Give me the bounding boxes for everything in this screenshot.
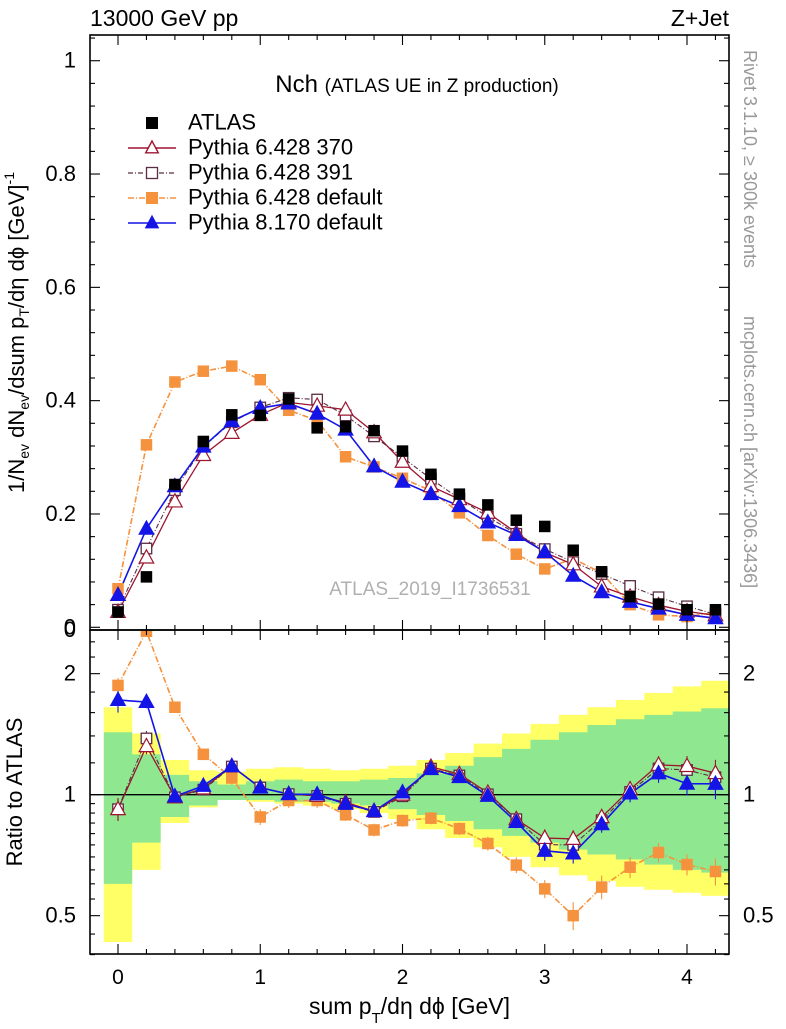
svg-text:Rivet 3.1.10, ≥ 300k events: Rivet 3.1.10, ≥ 300k events xyxy=(740,50,760,268)
svg-text:13000 GeV pp: 13000 GeV pp xyxy=(90,5,238,31)
svg-text:1: 1 xyxy=(64,48,76,73)
svg-text:0.4: 0.4 xyxy=(45,388,76,413)
svg-text:2: 2 xyxy=(397,966,409,989)
svg-text:ATLAS: ATLAS xyxy=(188,110,256,135)
svg-text:1: 1 xyxy=(743,782,755,807)
svg-text:Nch (ATLAS UE in Z production): Nch (ATLAS UE in Z production) xyxy=(275,71,558,98)
svg-text:Pythia 8.170 default: Pythia 8.170 default xyxy=(188,210,382,235)
svg-text:Ratio to ATLAS: Ratio to ATLAS xyxy=(2,718,27,867)
svg-text:1: 1 xyxy=(64,782,76,807)
svg-text:2: 2 xyxy=(64,661,76,686)
svg-text:0.2: 0.2 xyxy=(45,501,76,526)
svg-text:0.8: 0.8 xyxy=(45,161,76,186)
svg-text:3: 3 xyxy=(539,966,551,989)
svg-text:2: 2 xyxy=(743,661,755,686)
svg-text:0: 0 xyxy=(64,617,76,642)
svg-text:0.6: 0.6 xyxy=(45,274,76,299)
svg-text:0.5: 0.5 xyxy=(743,903,774,928)
svg-text:mcplots.cern.ch [arXiv:1306.34: mcplots.cern.ch [arXiv:1306.3436] xyxy=(740,316,760,588)
svg-text:1: 1 xyxy=(254,966,266,989)
svg-text:Pythia 6.428 391: Pythia 6.428 391 xyxy=(188,160,353,185)
svg-text:Pythia 6.428 default: Pythia 6.428 default xyxy=(188,185,382,210)
svg-text:ATLAS_2019_I1736531: ATLAS_2019_I1736531 xyxy=(329,579,530,600)
svg-text:4: 4 xyxy=(681,966,693,989)
svg-text:0.5: 0.5 xyxy=(45,903,76,928)
svg-text:Z+Jet: Z+Jet xyxy=(671,5,730,31)
svg-text:1/Nev dNev/dsum pT/dη dϕ [GeV: 1/Nev dNev/dsum pT/dη dϕ [GeV]-1 xyxy=(1,172,32,493)
svg-text:0: 0 xyxy=(112,966,124,989)
svg-text:Pythia 6.428 370: Pythia 6.428 370 xyxy=(188,135,353,160)
